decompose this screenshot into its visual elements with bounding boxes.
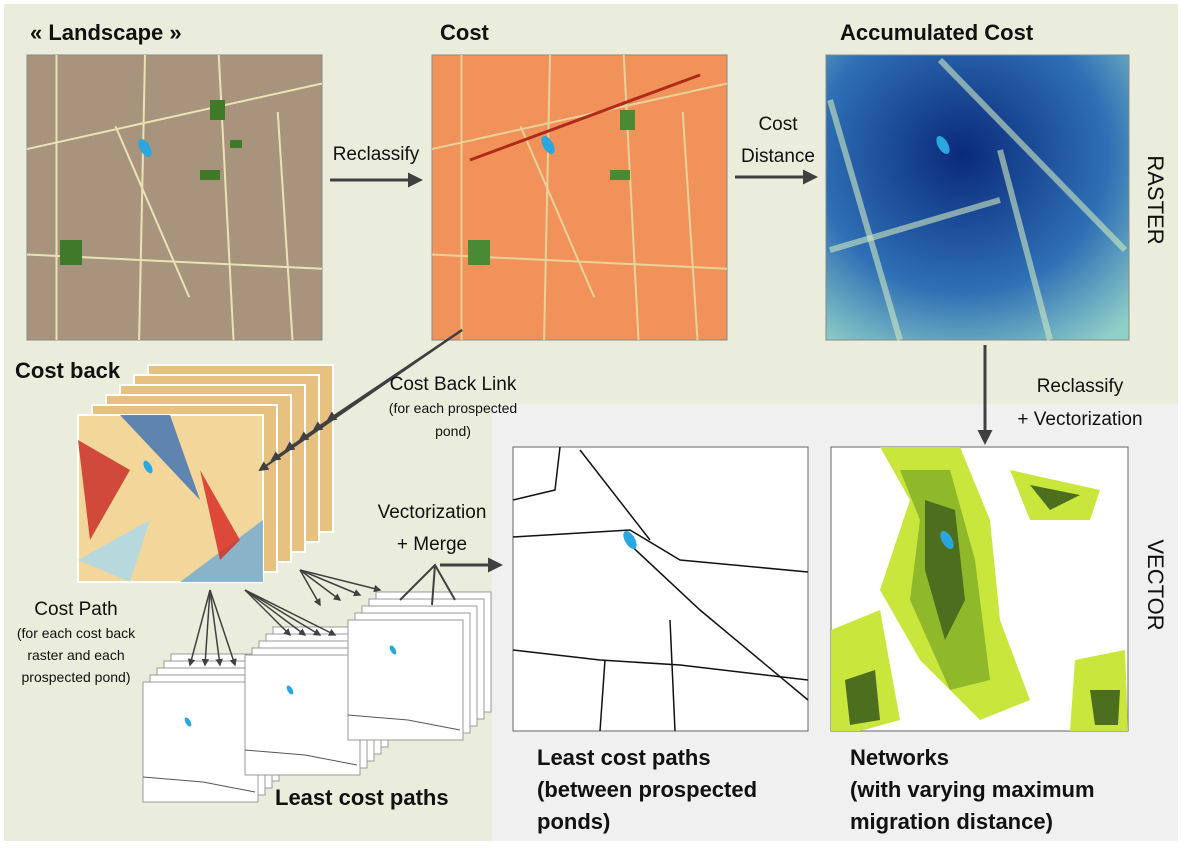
field [610,170,630,180]
pond [541,135,555,155]
shapes [26,54,1130,803]
panel-subtitle: migration distance) [850,809,1053,834]
network-zone [925,500,965,640]
step-label: Distance [741,146,815,167]
route [512,446,561,501]
route [512,529,809,573]
step-label: Reclassify [1037,376,1124,397]
road [138,54,146,341]
least-cost-layer [244,654,361,776]
step-label: Vectorization [378,502,487,523]
road [543,54,551,341]
panel-title: Least cost paths [275,785,449,810]
ridge [827,99,903,341]
step-label: Cost Back Link [390,374,517,395]
section-label: VECTOR [1143,539,1168,630]
step-label: Reclassify [333,144,420,165]
arrow [244,589,292,637]
step-label: + Vectorization [1017,409,1142,430]
network-zone [1030,485,1080,510]
arrow [244,589,337,636]
cost-road [469,73,701,162]
field [200,170,220,180]
road [26,82,323,151]
step-note: (for each prospected [389,400,517,416]
path-line [347,714,461,731]
pond [138,138,152,158]
road [276,111,294,341]
arrow [299,569,382,593]
facet [120,415,200,500]
section-label: RASTER [1143,155,1168,244]
arrow [209,589,223,667]
road [519,125,596,298]
arrow [244,589,322,636]
path-line [244,749,358,766]
panel-title: Networks [850,745,949,770]
route [579,449,651,541]
road [114,125,191,298]
landscape-map [26,54,323,341]
road [681,111,699,341]
route [669,619,676,732]
panel-title: Least cost paths [537,745,711,770]
route [599,659,606,732]
field [60,240,82,265]
cost-map [431,54,728,341]
arrow [299,569,342,601]
pond [184,717,192,727]
facet [200,470,240,560]
least-cost-paths-map [512,446,809,732]
pond [623,530,637,550]
field [210,100,225,120]
panel-title: « Landscape » [30,20,182,45]
facet [78,520,150,582]
pond [936,135,950,155]
panel-subtitle: (with varying maximum [850,777,1095,802]
network-zone [845,670,880,725]
arrow [244,589,307,636]
route [624,539,809,701]
arrow [209,589,237,667]
step-note: prospected pond) [22,669,131,685]
panel-title: Cost [440,20,490,45]
pond [143,460,153,474]
route [512,649,809,681]
panel-title: Cost back [15,358,121,383]
step-note: raster and each [27,647,124,663]
least-cost-layer [142,681,259,803]
ridge [937,57,1128,253]
pond [286,685,294,695]
arrow [201,589,211,667]
pond [389,645,397,655]
field [468,240,490,265]
arrow [187,589,211,667]
step-note: (for each cost back [17,625,136,641]
ridge [829,197,1001,253]
least-cost-layer [347,619,464,741]
step-label: Cost Path [34,599,117,620]
step-label: + Merge [397,534,467,555]
arrow [326,329,463,422]
arrow [299,569,362,597]
facet [78,440,130,540]
merge-lines [399,563,456,606]
step-label: Cost [758,114,798,135]
pond [940,530,954,550]
network-zone [1090,690,1120,725]
panel-title: Accumulated Cost [840,20,1034,45]
step-note: pond) [435,423,471,439]
arrow [299,569,321,607]
panel-subtitle: ponds) [537,809,610,834]
field [230,140,242,148]
panel-subtitle: (between prospected [537,777,757,802]
ridge [997,149,1053,341]
field [620,110,635,130]
path-line [142,776,256,793]
road [431,82,728,151]
